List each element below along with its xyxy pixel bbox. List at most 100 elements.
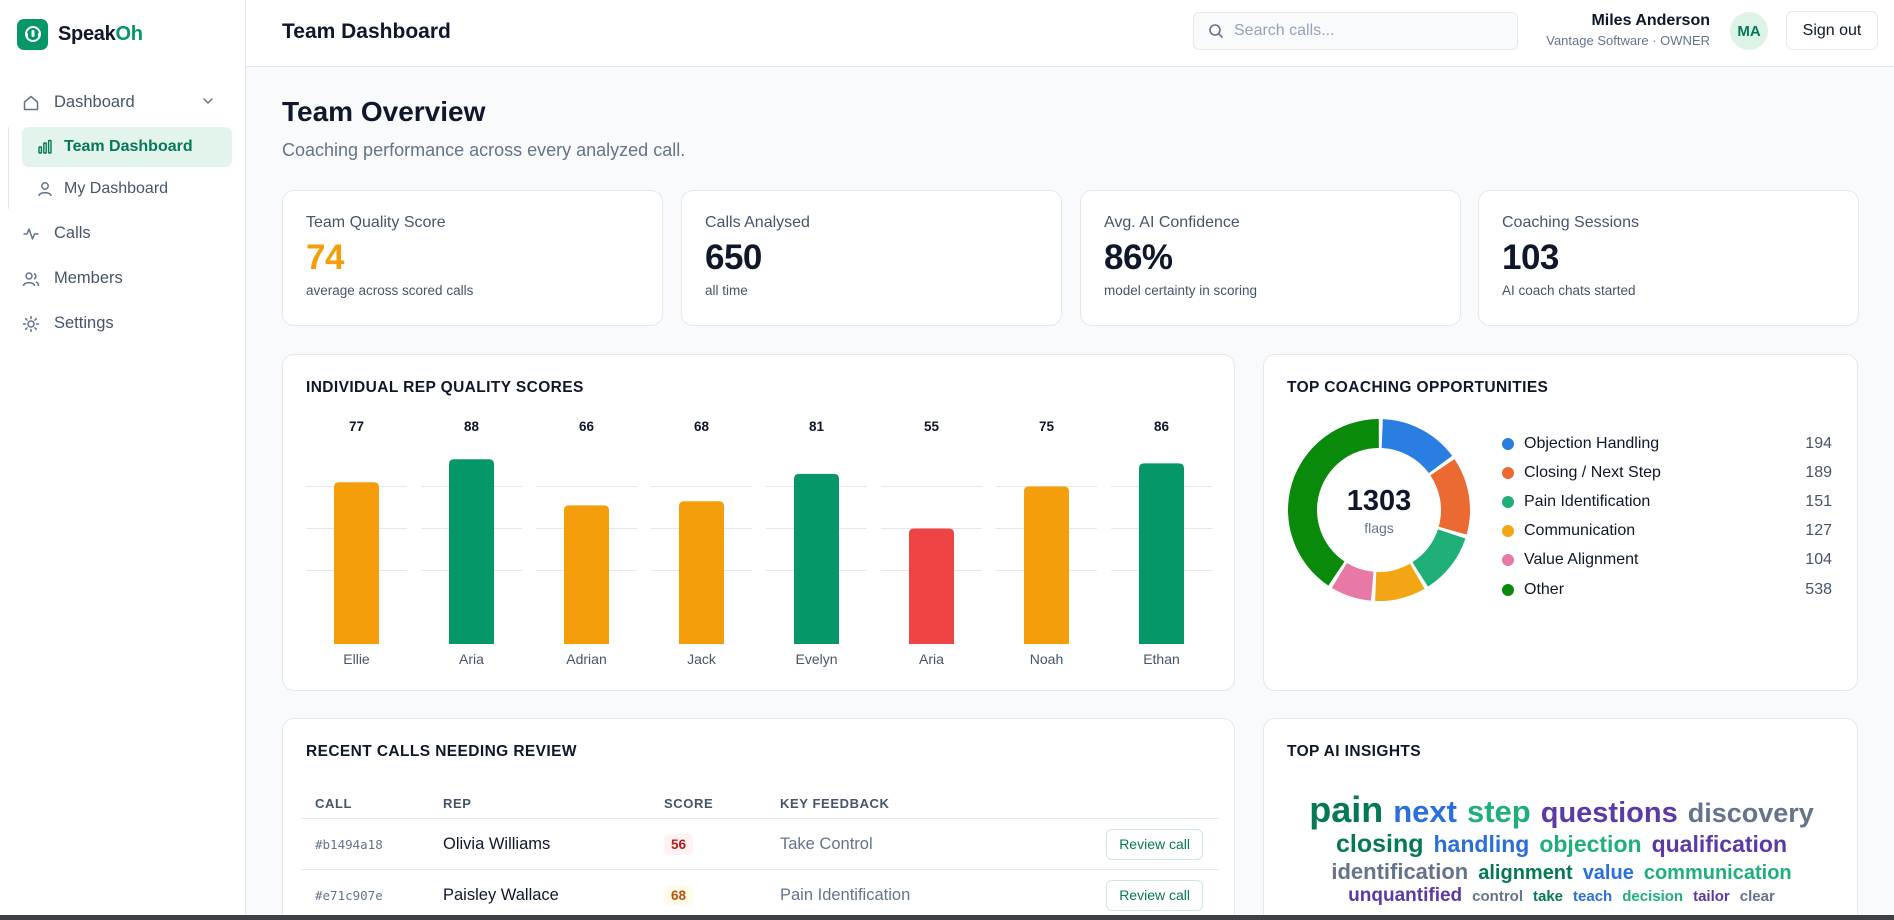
sidebar-item-team-dashboard[interactable]: Team Dashboard xyxy=(22,127,232,167)
bar[interactable] xyxy=(909,528,954,645)
legend-item[interactable]: Communication 127 xyxy=(1502,517,1832,546)
action-cell: Review call xyxy=(1099,879,1219,911)
insight-word[interactable]: identification xyxy=(1331,859,1469,885)
donut-slice[interactable] xyxy=(1381,419,1453,474)
sidebar-item-members[interactable]: Members xyxy=(0,256,245,301)
sidebar-item-label: Calls xyxy=(54,224,91,242)
bar-group[interactable]: 81 Evelyn xyxy=(794,419,839,667)
donut-slice[interactable] xyxy=(1375,563,1425,601)
bar-value-label: 88 xyxy=(464,419,480,434)
legend-item[interactable]: Value Alignment 104 xyxy=(1502,546,1832,575)
search-input[interactable] xyxy=(1234,22,1504,40)
sidebar-item-dashboard[interactable]: Dashboard xyxy=(0,80,245,125)
sign-out-button[interactable]: Sign out xyxy=(1786,11,1878,50)
legend-value: 189 xyxy=(1805,463,1832,481)
user-org: Vantage Software · OWNER xyxy=(1546,33,1710,48)
brand[interactable]: SpeakOh xyxy=(0,0,245,68)
bar-group[interactable]: 86 Ethan xyxy=(1139,419,1184,667)
legend-item[interactable]: Closing / Next Step 189 xyxy=(1502,458,1832,487)
kpi-label: Team Quality Score xyxy=(306,214,446,231)
donut-slice[interactable] xyxy=(1288,419,1379,586)
insight-word[interactable]: clear xyxy=(1739,888,1775,906)
table-row[interactable]: #b1494a18 Olivia Williams 56 Take Contro… xyxy=(301,819,1219,870)
bar[interactable] xyxy=(1139,463,1184,644)
kpi-value: 86% xyxy=(1104,238,1173,277)
bar[interactable] xyxy=(449,459,494,644)
insight-word[interactable]: value xyxy=(1582,862,1634,885)
bar-value-label: 81 xyxy=(809,419,825,434)
bar-category-label: Adrian xyxy=(566,651,606,667)
insight-word[interactable]: handling xyxy=(1433,831,1530,858)
sidebar-item-label: Team Dashboard xyxy=(64,138,193,155)
bar-group[interactable]: 66 Adrian xyxy=(564,419,609,667)
insight-word[interactable]: alignment xyxy=(1478,862,1573,885)
donut-slice[interactable] xyxy=(1412,529,1466,587)
sidebar-item-calls[interactable]: Calls xyxy=(0,211,245,256)
calls-table: CALL REP SCORE KEY FEEDBACK #b1494a18 Ol… xyxy=(301,789,1219,920)
bar[interactable] xyxy=(334,482,379,644)
insight-word[interactable]: closing xyxy=(1335,830,1424,859)
sidebar-item-my-dashboard[interactable]: My Dashboard xyxy=(22,169,232,209)
page-title: Team Overview xyxy=(282,96,486,127)
insight-word[interactable]: teach xyxy=(1573,888,1613,906)
search-box[interactable] xyxy=(1193,12,1518,50)
page-subtitle: Coaching performance across every analyz… xyxy=(282,140,686,160)
insight-word[interactable]: next xyxy=(1393,794,1457,829)
review-call-button[interactable]: Review call xyxy=(1106,828,1203,860)
insight-word[interactable]: decision xyxy=(1622,888,1684,906)
insight-word[interactable]: unquantified xyxy=(1348,885,1463,907)
score-cell: 56 xyxy=(664,833,780,855)
legend-label: Closing / Next Step xyxy=(1524,463,1661,481)
kpi-value: 103 xyxy=(1502,238,1559,277)
legend-item[interactable]: Objection Handling 194 xyxy=(1502,429,1832,458)
action-cell: Review call xyxy=(1099,828,1219,860)
bar-group[interactable]: 55 Aria xyxy=(909,419,954,667)
bar-group[interactable]: 77 Ellie xyxy=(334,419,379,667)
donut-slice[interactable] xyxy=(1430,459,1470,535)
call-id[interactable]: #e71c907e xyxy=(315,887,383,903)
insight-word[interactable]: qualification xyxy=(1651,831,1788,858)
insight-word[interactable]: objection xyxy=(1539,831,1642,858)
table-row[interactable]: #e71c907e Paisley Wallace 68 Pain Identi… xyxy=(301,870,1219,920)
insight-word[interactable]: take xyxy=(1533,888,1564,906)
sidebar-item-settings[interactable]: Settings xyxy=(0,301,245,346)
bar-group[interactable]: 88 Aria xyxy=(449,419,494,667)
legend-item[interactable]: Other 538 xyxy=(1502,575,1832,604)
column-header-score: SCORE xyxy=(664,796,714,811)
donut-unit: flags xyxy=(1364,519,1394,536)
insight-word[interactable]: control xyxy=(1472,888,1523,906)
bar[interactable] xyxy=(1024,486,1069,645)
insight-word[interactable]: step xyxy=(1466,794,1531,829)
legend-dot xyxy=(1502,583,1514,596)
kpi-card-quality-score: Team Quality Score 74 average across sco… xyxy=(282,190,663,326)
sidebar-submenu: Team Dashboard My Dashboard xyxy=(8,127,245,209)
insight-word[interactable]: tailor xyxy=(1693,888,1730,906)
avatar[interactable]: MA xyxy=(1730,12,1768,50)
bar-category-label: Noah xyxy=(1030,651,1063,667)
review-call-button[interactable]: Review call xyxy=(1106,879,1203,911)
score-badge: 56 xyxy=(664,833,694,855)
sidebar-nav: Dashboard Team Dashboard My Dashboard Ca… xyxy=(0,68,245,346)
insight-word[interactable]: communication xyxy=(1643,862,1792,885)
insights-word-cloud: pain next step questions discovery closing han… xyxy=(1284,789,1839,907)
donut-slice[interactable] xyxy=(1331,563,1374,601)
bar[interactable] xyxy=(794,473,839,644)
taskbar-strip xyxy=(0,915,1894,920)
legend-dot xyxy=(1502,437,1514,450)
kpi-card-calls-analysed: Calls Analysed 650 all time xyxy=(681,190,1062,326)
chevron-down-icon[interactable] xyxy=(201,94,215,113)
bar-group[interactable]: 68 Jack xyxy=(679,419,724,667)
call-id[interactable]: #b1494a18 xyxy=(315,836,383,852)
insight-word[interactable]: pain xyxy=(1309,789,1384,830)
coaching-donut-chart xyxy=(1288,419,1470,601)
bar-category-label: Jack xyxy=(687,651,717,667)
brand-name-accent: Oh xyxy=(115,22,143,45)
bar-value-label: 77 xyxy=(349,419,364,434)
insight-word[interactable]: discovery xyxy=(1687,798,1814,828)
insight-word[interactable]: questions xyxy=(1540,797,1678,829)
bar[interactable] xyxy=(679,501,724,644)
bar[interactable] xyxy=(564,505,609,644)
legend-item[interactable]: Pain Identification 151 xyxy=(1502,487,1832,516)
bar-group[interactable]: 75 Noah xyxy=(1024,419,1069,667)
rep-scores-title: INDIVIDUAL REP QUALITY SCORES xyxy=(306,379,584,396)
